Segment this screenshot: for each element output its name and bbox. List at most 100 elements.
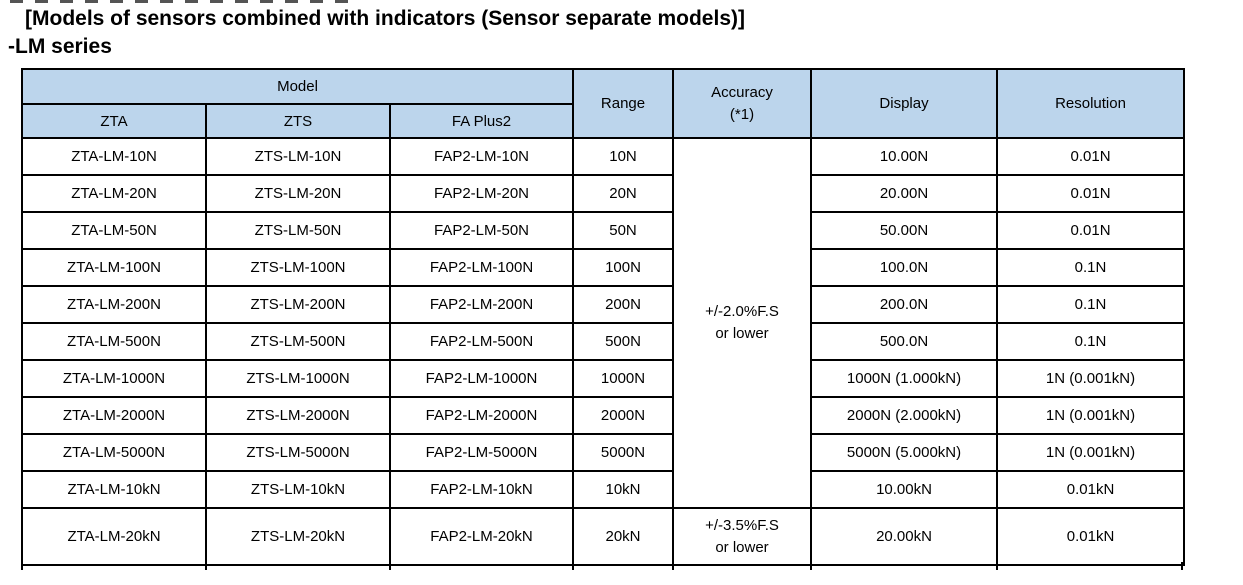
- cell-zts: ZTS-LM-200N: [205, 285, 391, 324]
- table-row: ZTA-LM-5000N ZTS-LM-5000N FAP2-LM-5000N …: [21, 433, 1186, 472]
- cut-off-row-border-stub: [1181, 562, 1183, 570]
- header-zts: ZTS: [205, 103, 391, 139]
- cell-accuracy-merged: +/-2.0%F.S or lower: [672, 137, 813, 509]
- cell-fa-plus2: FAP2-LM-100N: [388, 248, 575, 287]
- cell-fa-plus2: FAP2-LM-10kN: [388, 470, 575, 509]
- table-row: ZTA-LM-1000N ZTS-LM-1000N FAP2-LM-1000N …: [21, 359, 1186, 398]
- table-row: ZTA-LM-10N ZTS-LM-10N FAP2-LM-10N 10N +/…: [21, 137, 1186, 509]
- cell-zta: ZTA-LM-20kN: [21, 507, 207, 566]
- cropped-text-artifact: [10, 0, 350, 3]
- cell-zts: ZTS-LM-10N: [205, 137, 391, 176]
- cut-off-row-border-stub: [572, 562, 574, 570]
- cell-resolution: 0.1N: [996, 248, 1186, 287]
- cell-zts: ZTS-LM-1000N: [205, 359, 391, 398]
- cell-zta: ZTA-LM-10kN: [21, 470, 207, 509]
- cell-resolution: 0.01N: [996, 211, 1186, 250]
- cell-zts: ZTS-LM-10kN: [205, 470, 391, 509]
- cell-fa-plus2: FAP2-LM-20N: [388, 174, 575, 213]
- table-row: ZTA-LM-500N ZTS-LM-500N FAP2-LM-500N 500…: [21, 322, 1186, 361]
- sensor-models-table: Model Range Accuracy (*1) Display Resolu…: [20, 68, 1186, 566]
- cell-zta: ZTA-LM-500N: [21, 322, 207, 361]
- table-row: ZTA-LM-100N ZTS-LM-100N FAP2-LM-100N 100…: [21, 248, 1186, 287]
- cell-fa-plus2: FAP2-LM-200N: [388, 285, 575, 324]
- header-display: Display: [810, 68, 999, 139]
- cell-fa-plus2: FAP2-LM-5000N: [388, 433, 575, 472]
- table-row: ZTA-LM-2000N ZTS-LM-2000N FAP2-LM-2000N …: [21, 396, 1186, 435]
- cell-fa-plus2: FAP2-LM-10N: [388, 137, 575, 176]
- cell-accuracy: +/-3.5%F.S or lower: [672, 507, 813, 566]
- cell-resolution: 1N (0.001kN): [996, 359, 1186, 398]
- cell-zta: ZTA-LM-2000N: [21, 396, 207, 435]
- cut-off-row-border-stub: [672, 562, 674, 570]
- cut-off-row-border-stub: [205, 562, 207, 570]
- cell-range: 20kN: [572, 507, 675, 566]
- cell-range: 20N: [572, 174, 675, 213]
- cell-range: 500N: [572, 322, 675, 361]
- cut-off-row-border-stub: [21, 562, 23, 570]
- cell-zts: ZTS-LM-20kN: [205, 507, 391, 566]
- table-row: ZTA-LM-20kN ZTS-LM-20kN FAP2-LM-20kN 20k…: [21, 507, 1186, 566]
- cell-display: 5000N (5.000kN): [810, 433, 999, 472]
- cell-range: 10N: [572, 137, 675, 176]
- cell-zta: ZTA-LM-100N: [21, 248, 207, 287]
- cell-display: 500.0N: [810, 322, 999, 361]
- cell-resolution: 1N (0.001kN): [996, 433, 1186, 472]
- cell-zts: ZTS-LM-5000N: [205, 433, 391, 472]
- cell-range: 200N: [572, 285, 675, 324]
- cell-range: 50N: [572, 211, 675, 250]
- cell-display: 50.00N: [810, 211, 999, 250]
- cell-zts: ZTS-LM-100N: [205, 248, 391, 287]
- cell-display: 20.00kN: [810, 507, 999, 566]
- header-range: Range: [572, 68, 675, 139]
- header-zta: ZTA: [21, 103, 207, 139]
- cell-fa-plus2: FAP2-LM-2000N: [388, 396, 575, 435]
- header-fa-plus2: FA Plus2: [388, 103, 575, 139]
- cell-resolution: 0.1N: [996, 285, 1186, 324]
- table-row: ZTA-LM-200N ZTS-LM-200N FAP2-LM-200N 200…: [21, 285, 1186, 324]
- cell-resolution: 0.01kN: [996, 470, 1186, 509]
- cell-fa-plus2: FAP2-LM-50N: [388, 211, 575, 250]
- cell-display: 20.00N: [810, 174, 999, 213]
- cell-zta: ZTA-LM-20N: [21, 174, 207, 213]
- cell-range: 2000N: [572, 396, 675, 435]
- cell-range: 1000N: [572, 359, 675, 398]
- cell-display: 1000N (1.000kN): [810, 359, 999, 398]
- cell-zta: ZTA-LM-200N: [21, 285, 207, 324]
- cell-zta: ZTA-LM-1000N: [21, 359, 207, 398]
- cell-zts: ZTS-LM-2000N: [205, 396, 391, 435]
- cell-display: 2000N (2.000kN): [810, 396, 999, 435]
- header-row-sub: ZTA ZTS FA Plus2: [21, 103, 1184, 139]
- cell-fa-plus2: FAP2-LM-1000N: [388, 359, 575, 398]
- cell-zts: ZTS-LM-20N: [205, 174, 391, 213]
- cut-off-row-border-stub: [996, 562, 998, 570]
- cell-zta: ZTA-LM-50N: [21, 211, 207, 250]
- page-title: [Models of sensors combined with indicat…: [25, 7, 745, 30]
- table-row: ZTA-LM-10kN ZTS-LM-10kN FAP2-LM-10kN 10k…: [21, 470, 1186, 509]
- cut-off-row-border-stubs: [21, 562, 1183, 570]
- header-row-group: Model Range Accuracy (*1) Display Resolu…: [20, 68, 1186, 139]
- cell-range: 10kN: [572, 470, 675, 509]
- header-model-group: Model: [20, 68, 575, 105]
- cell-zta: ZTA-LM-5000N: [21, 433, 207, 472]
- cut-off-row-border-stub: [810, 562, 812, 570]
- cell-zts: ZTS-LM-500N: [205, 322, 391, 361]
- cell-range: 5000N: [572, 433, 675, 472]
- cut-off-row-border-stub: [389, 562, 391, 570]
- cell-fa-plus2: FAP2-LM-500N: [388, 322, 575, 361]
- cell-zta: ZTA-LM-10N: [21, 137, 207, 176]
- cell-display: 10.00N: [810, 137, 999, 176]
- cell-fa-plus2: FAP2-LM-20kN: [388, 507, 575, 566]
- cell-zts: ZTS-LM-50N: [205, 211, 391, 250]
- table-row: ZTA-LM-50N ZTS-LM-50N FAP2-LM-50N 50N 50…: [21, 211, 1186, 250]
- cell-display: 10.00kN: [810, 470, 999, 509]
- cell-resolution: 0.01kN: [996, 507, 1186, 566]
- cell-display: 100.0N: [810, 248, 999, 287]
- page-subtitle: -LM series: [8, 35, 112, 58]
- header-resolution: Resolution: [996, 68, 1186, 139]
- header-accuracy: Accuracy (*1): [672, 68, 813, 139]
- cell-display: 200.0N: [810, 285, 999, 324]
- cell-resolution: 0.1N: [996, 322, 1186, 361]
- cell-resolution: 1N (0.001kN): [996, 396, 1186, 435]
- cell-resolution: 0.01N: [996, 137, 1186, 176]
